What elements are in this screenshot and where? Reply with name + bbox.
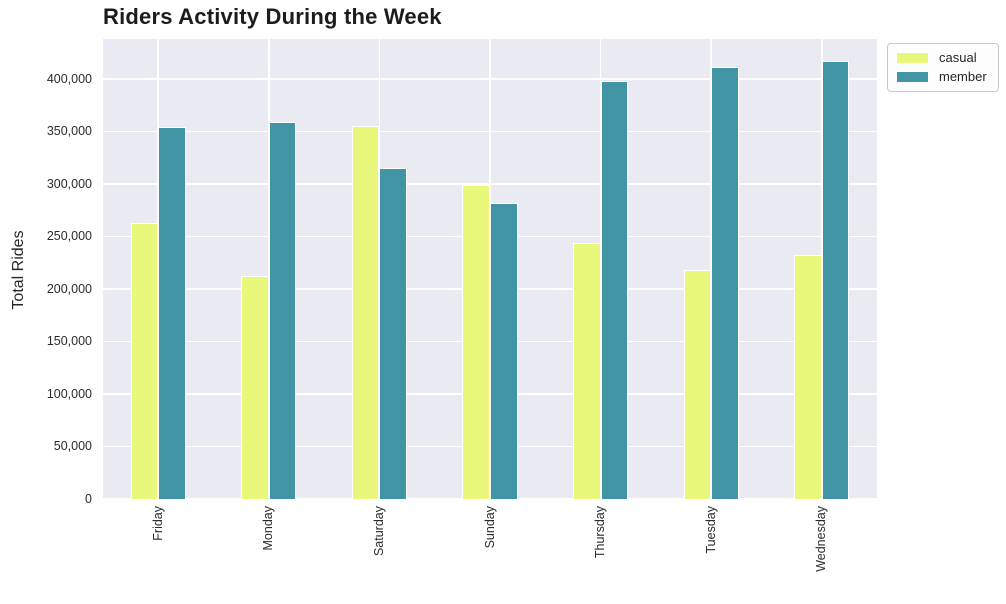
legend-label-casual: casual [939, 50, 977, 65]
gridline-vertical [710, 39, 712, 499]
x-tick-label-tuesday: Tuesday [703, 506, 718, 554]
bar-member-wednesday [821, 61, 850, 499]
y-axis-label: Total Rides [10, 230, 27, 310]
chart-title: Riders Activity During the Week [103, 4, 442, 29]
bar-casual-tuesday [683, 270, 712, 499]
y-tick-label: 50,000 [53, 439, 92, 454]
x-tick-label-saturday: Saturday [371, 506, 386, 557]
y-tick-label: 100,000 [46, 386, 92, 401]
x-tick-label-wednesday: Wednesday [814, 506, 829, 572]
bar-member-saturday [379, 168, 408, 499]
plot-area [103, 39, 877, 499]
bar-casual-wednesday [794, 255, 822, 499]
x-tick-label-sunday: Sunday [482, 506, 497, 549]
x-tick-label-monday: Monday [261, 506, 276, 551]
y-tick-label: 0 [85, 492, 92, 506]
y-tick-label: 400,000 [46, 71, 92, 86]
bar-casual-saturday [351, 126, 380, 499]
x-tick-label-thursday: Thursday [593, 506, 608, 559]
legend-item-member: member [896, 70, 990, 84]
bar-member-monday [268, 121, 297, 499]
bar-casual-friday [130, 222, 159, 499]
legend-label-member: member [939, 69, 987, 84]
bar-member-friday [158, 127, 186, 499]
bar-casual-sunday [462, 184, 490, 499]
bar-member-thursday [600, 81, 629, 499]
legend: casual member [887, 43, 999, 92]
bar-casual-monday [241, 276, 269, 499]
bar-casual-thursday [572, 242, 601, 499]
bar-member-sunday [490, 202, 518, 499]
y-tick-label: 200,000 [46, 281, 92, 296]
legend-item-casual: casual [896, 51, 990, 65]
y-tick-label: 350,000 [46, 124, 92, 139]
x-tick-label-friday: Friday [150, 506, 165, 541]
gridline-vertical [489, 39, 491, 499]
legend-swatch-casual [896, 52, 929, 64]
y-tick-label: 250,000 [46, 229, 92, 244]
y-tick-label: 150,000 [46, 334, 92, 349]
legend-swatch-member [896, 71, 929, 83]
bar-member-tuesday [711, 67, 739, 499]
y-tick-label: 300,000 [46, 176, 92, 191]
